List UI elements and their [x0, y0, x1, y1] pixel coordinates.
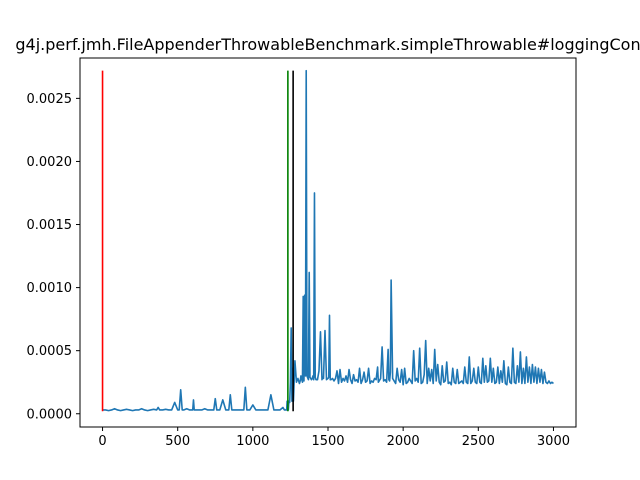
x-tick-label: 0 — [98, 434, 106, 449]
x-tick-label: 500 — [165, 434, 190, 449]
y-tick-label: 0.0015 — [27, 218, 73, 233]
x-tick-label: 2000 — [387, 434, 420, 449]
x-tick-label: 2500 — [462, 434, 495, 449]
y-tick-label: 0.0025 — [27, 92, 73, 107]
x-tick-label: 1000 — [236, 434, 269, 449]
y-tick-label: 0.0005 — [27, 344, 73, 359]
y-tick-label: 0.0000 — [27, 407, 73, 422]
x-tick-label: 1500 — [311, 434, 344, 449]
chart-title: g4j.perf.jmh.FileAppenderThrowableBenchm… — [15, 35, 640, 54]
x-tick-label: 3000 — [537, 434, 570, 449]
y-tick-label: 0.0010 — [27, 281, 73, 296]
series-line-0 — [102, 69, 554, 412]
y-tick-label: 0.0020 — [27, 155, 73, 170]
